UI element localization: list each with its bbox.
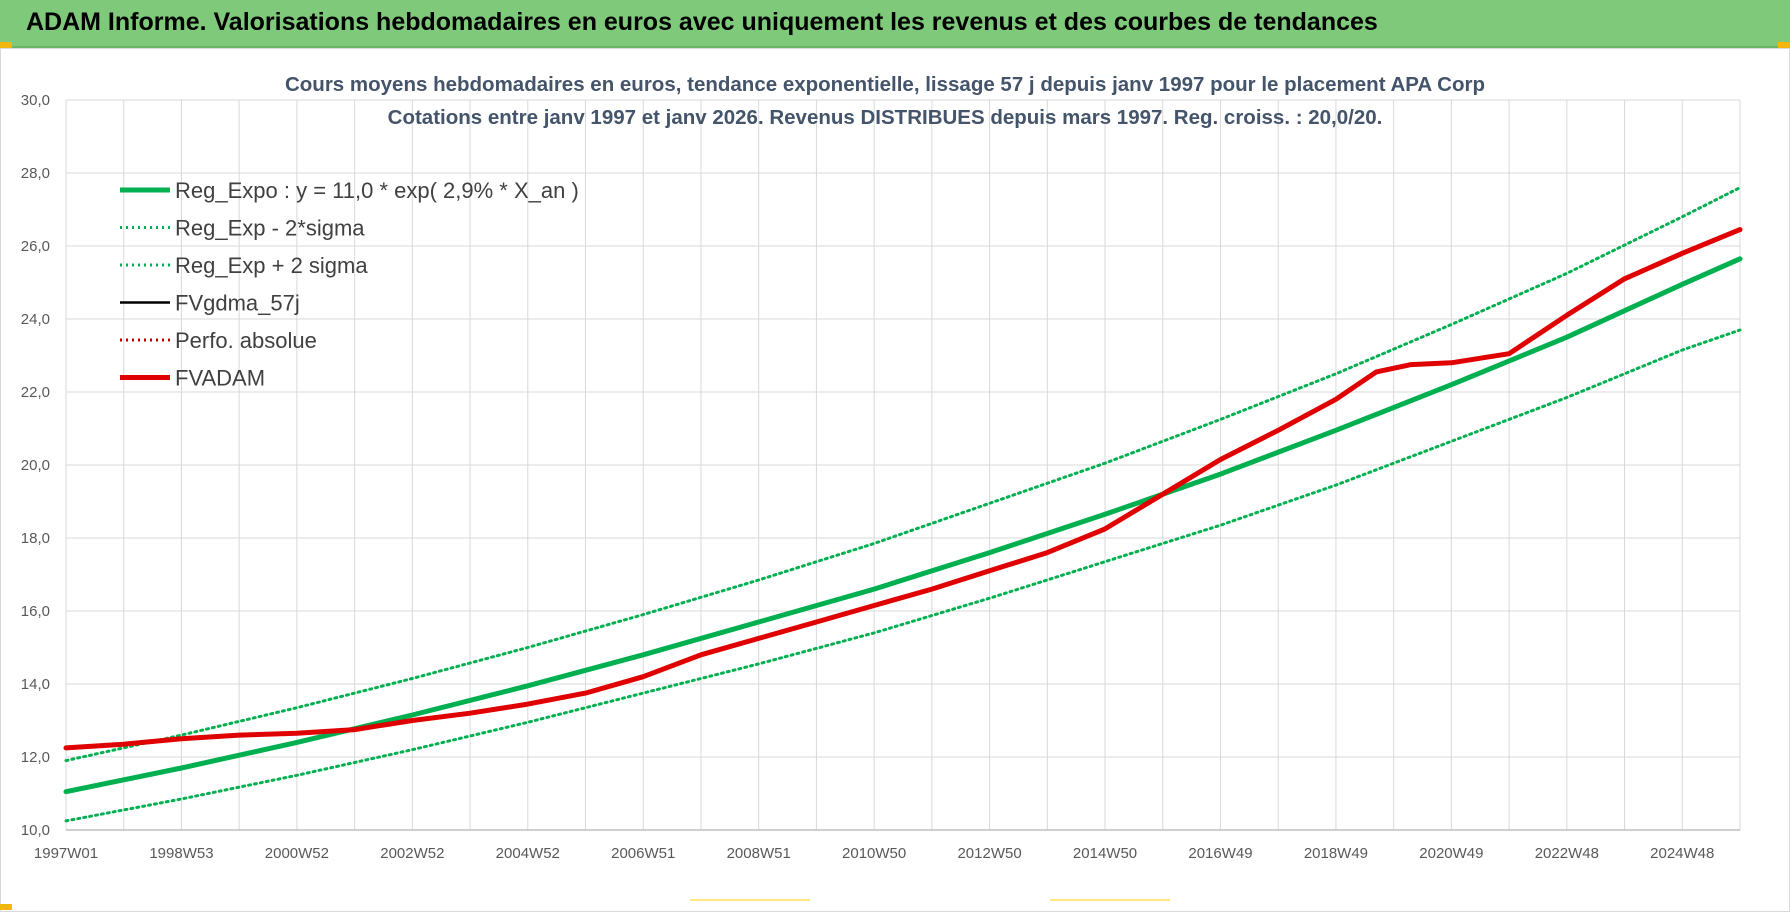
legend-entry: Perfo. absolue [175, 328, 317, 353]
x-tick-label: 2002W52 [380, 845, 444, 862]
report-title: ADAM Informe. Valorisations hebdomadaire… [26, 8, 1378, 36]
selection-marker [1050, 899, 1170, 901]
x-tick-label: 1998W53 [149, 845, 213, 862]
x-tick-label: 2024W48 [1650, 845, 1714, 862]
legend-entry: Reg_Exp + 2 sigma [175, 253, 368, 278]
series-line-1 [64, 328, 1742, 823]
y-tick-label: 28,0 [21, 165, 50, 182]
y-tick-label: 24,0 [21, 311, 50, 328]
x-tick-label: 2008W51 [727, 845, 791, 862]
x-tick-label: 2014W50 [1073, 845, 1137, 862]
x-tick-label: 2020W49 [1419, 845, 1483, 862]
chart-title-line-2: Cotations entre janv 1997 et janv 2026. … [387, 106, 1383, 129]
y-tick-label: 12,0 [21, 749, 50, 766]
y-tick-label: 26,0 [21, 238, 50, 255]
x-tick-label: 2016W49 [1188, 845, 1252, 862]
y-tick-label: 18,0 [21, 530, 50, 547]
x-tick-label: 2022W48 [1535, 845, 1599, 862]
y-tick-label: 20,0 [21, 457, 50, 474]
legend-entry: FVgdma_57j [175, 291, 300, 316]
y-tick-label: 16,0 [21, 603, 50, 620]
frame-corner-marker [0, 904, 12, 910]
series-line-0 [63, 256, 1743, 795]
chart-title-line-1: Cours moyens hebdomadaires en euros, ten… [284, 73, 1485, 96]
selection-marker [690, 899, 810, 901]
x-tick-label: 1997W01 [34, 845, 98, 862]
y-tick-label: 30,0 [21, 92, 50, 109]
legend-entry: FVADAM [175, 366, 265, 391]
report-banner: ADAM Informe. Valorisations hebdomadaire… [0, 0, 1790, 48]
legend-entry: Reg_Exp - 2*sigma [175, 216, 365, 241]
y-tick-label: 10,0 [21, 822, 50, 839]
x-tick-label: 2006W51 [611, 845, 675, 862]
legend-entry: Reg_Expo : y = 11,0 * exp( 2,9% * X_an ) [175, 178, 579, 203]
frame-corner-marker [0, 42, 12, 48]
x-tick-label: 2010W50 [842, 845, 906, 862]
y-tick-label: 14,0 [21, 676, 50, 693]
frame-corner-marker [1778, 42, 1790, 48]
x-tick-label: 2012W50 [957, 845, 1021, 862]
series-line-2 [64, 186, 1742, 763]
x-tick-label: 2004W52 [496, 845, 560, 862]
x-tick-label: 2018W49 [1304, 845, 1368, 862]
y-tick-label: 22,0 [21, 384, 50, 401]
series-line-5 [63, 227, 1743, 751]
x-tick-label: 2000W52 [265, 845, 329, 862]
